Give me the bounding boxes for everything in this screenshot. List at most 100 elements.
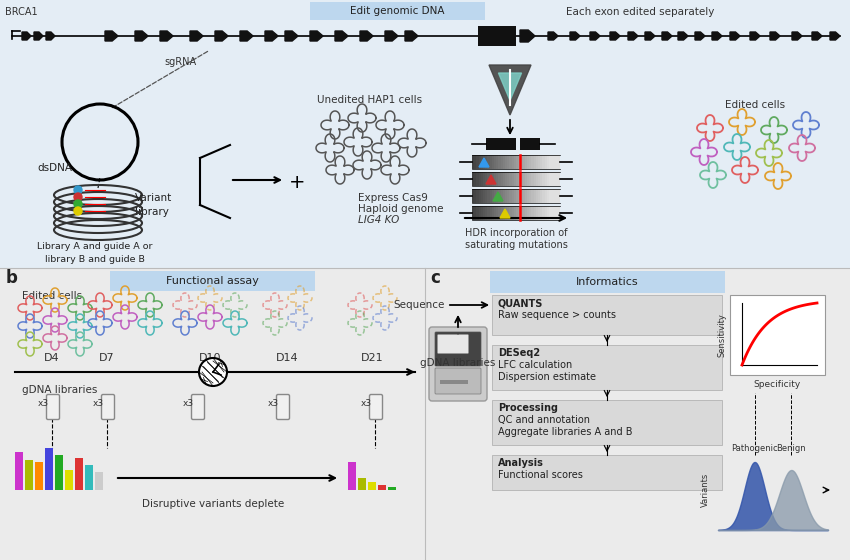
FancyBboxPatch shape [492,295,722,335]
Bar [75,458,83,490]
Bar [538,206,541,220]
FancyBboxPatch shape [276,394,290,419]
FancyBboxPatch shape [492,345,722,390]
Text: D21: D21 [360,353,383,363]
Text: QC and annotation: QC and annotation [498,415,590,425]
Bar [496,206,498,220]
Bar [507,206,509,220]
Bar [513,206,516,220]
Polygon shape [792,32,802,40]
Bar [492,172,494,186]
Text: BRCA1: BRCA1 [5,7,37,17]
Text: Variants: Variants [701,473,710,507]
Bar [487,155,490,169]
Bar [440,380,468,384]
Bar [534,172,536,186]
Text: HDR incorporation of
saturating mutations: HDR incorporation of saturating mutation… [465,228,568,250]
Bar [501,206,503,220]
Bar [35,462,43,490]
Bar [520,155,523,169]
Bar [503,206,505,220]
Text: Specificity: Specificity [754,380,801,389]
Bar [531,172,534,186]
Circle shape [199,358,227,386]
Bar [509,189,512,203]
Bar [558,155,560,169]
FancyBboxPatch shape [438,334,468,353]
Bar [513,189,516,203]
Text: D14: D14 [275,353,298,363]
Text: Raw sequence > counts: Raw sequence > counts [498,310,616,320]
Polygon shape [695,32,705,40]
Polygon shape [335,31,348,41]
Bar [530,206,531,220]
FancyBboxPatch shape [492,400,722,445]
Bar [730,295,825,375]
Polygon shape [730,32,740,40]
Bar [378,485,386,490]
FancyBboxPatch shape [435,368,481,394]
Bar [542,155,545,169]
Bar [15,452,23,490]
Bar [518,206,520,220]
Polygon shape [493,192,503,201]
Bar [558,189,560,203]
Text: Edited cells: Edited cells [22,291,82,301]
Text: Sequence: Sequence [394,300,445,310]
Bar [483,172,485,186]
FancyBboxPatch shape [429,327,487,401]
Bar [479,206,481,220]
Polygon shape [628,32,638,40]
Bar [545,155,547,169]
Text: LIG4 KO: LIG4 KO [358,215,399,225]
Bar [531,189,534,203]
Bar [490,155,492,169]
Text: Aggregate libraries A and B: Aggregate libraries A and B [498,427,632,437]
Circle shape [74,193,82,201]
Text: gDNA libraries: gDNA libraries [420,358,496,368]
Bar [536,155,538,169]
Bar [494,189,496,203]
Bar [85,465,93,490]
Text: Unedited HAP1 cells: Unedited HAP1 cells [317,95,422,105]
Text: x3: x3 [38,399,49,408]
Bar [476,172,479,186]
Bar [545,172,547,186]
Polygon shape [548,32,558,40]
Bar [509,155,512,169]
Polygon shape [160,31,173,41]
Bar [545,206,547,220]
Bar [523,206,525,220]
Bar [479,189,481,203]
Bar [481,189,483,203]
Bar [556,189,558,203]
Text: Dispersion estimate: Dispersion estimate [498,372,596,382]
Bar [520,172,523,186]
Text: Disruptive variants deplete: Disruptive variants deplete [142,499,284,509]
Bar [523,155,525,169]
Bar [534,155,536,169]
Polygon shape [678,32,688,40]
Bar [503,189,505,203]
Bar [479,172,481,186]
Bar [483,155,485,169]
Bar [524,189,527,203]
Bar [536,189,538,203]
Polygon shape [479,158,489,167]
Bar [516,155,518,169]
Polygon shape [310,31,323,41]
Bar [530,172,531,186]
Circle shape [74,200,82,208]
Bar [536,206,538,220]
Bar [527,172,530,186]
Bar [472,206,474,220]
Bar [534,189,536,203]
Bar [55,455,63,490]
FancyBboxPatch shape [370,394,382,419]
Bar [541,155,542,169]
Bar [498,155,501,169]
Polygon shape [46,32,55,40]
Text: Benign: Benign [777,444,806,453]
Bar [481,155,483,169]
Bar [556,206,558,220]
